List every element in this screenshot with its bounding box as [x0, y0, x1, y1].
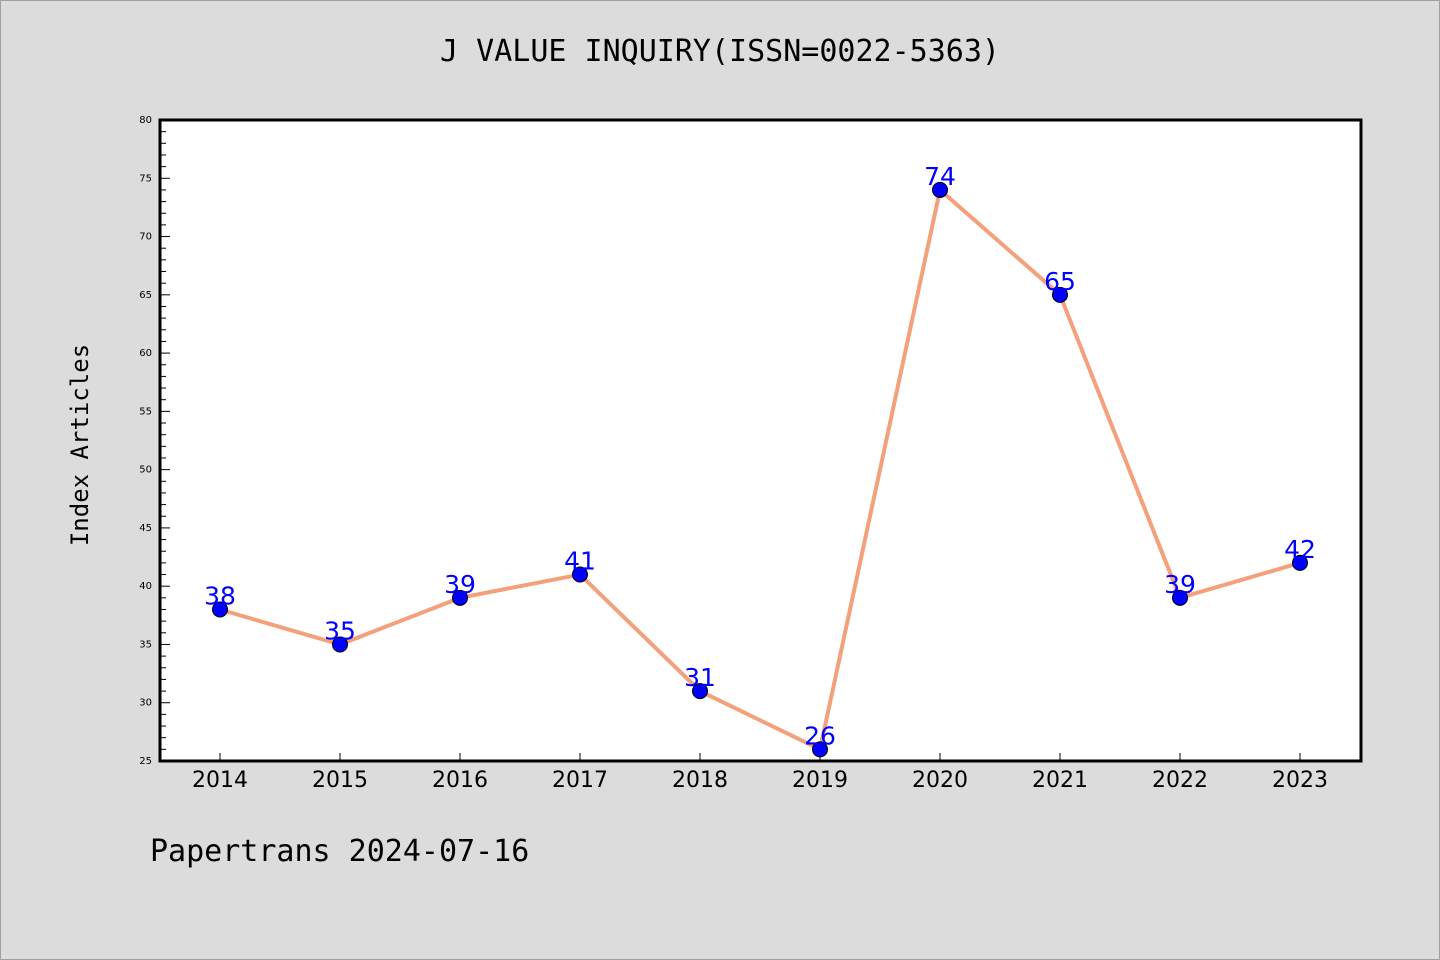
data-label: 31	[684, 663, 716, 692]
data-point	[452, 589, 468, 606]
data-label: 35	[324, 616, 356, 645]
y-tick-label: 55	[139, 406, 152, 417]
x-tick-label: 2018	[672, 768, 728, 793]
data-point	[932, 181, 948, 198]
footer-text: Papertrans 2024-07-16	[150, 834, 530, 869]
y-tick-label: 75	[139, 173, 152, 184]
x-tick-label: 2023	[1272, 768, 1328, 793]
data-point	[1172, 589, 1188, 606]
x-tick-label: 2021	[1032, 768, 1088, 793]
y-tick-label: 50	[139, 465, 152, 476]
data-label: 42	[1284, 535, 1316, 564]
plot-area	[158, 118, 1363, 763]
y-tick-label: 45	[139, 523, 152, 534]
data-label: 65	[1044, 267, 1076, 296]
y-tick-label: 30	[139, 698, 152, 709]
x-tick-label: 2022	[1152, 768, 1208, 793]
y-tick-label: 25	[139, 756, 152, 767]
x-tick-label: 2016	[432, 768, 488, 793]
x-tick-label: 2014	[192, 768, 248, 793]
data-point	[1052, 286, 1068, 303]
data-point	[332, 636, 348, 653]
y-tick-label: 65	[139, 290, 152, 301]
chart-title: J VALUE INQUIRY(ISSN=0022-5363)	[440, 34, 1000, 69]
data-label: 38	[204, 581, 236, 610]
data-point	[572, 566, 588, 583]
data-point	[212, 601, 228, 618]
x-tick-label: 2015	[312, 768, 368, 793]
y-tick-label: 80	[139, 115, 152, 126]
x-tick-label: 2020	[912, 768, 968, 793]
y-tick-label: 70	[139, 232, 152, 243]
data-point	[1292, 554, 1308, 571]
data-label: 41	[564, 547, 596, 576]
y-tick-label: 60	[139, 348, 152, 359]
series-line	[219, 187, 1301, 752]
data-point	[692, 683, 708, 700]
data-label: 39	[1164, 570, 1196, 599]
x-tick-label: 2017	[552, 768, 608, 793]
y-tick-label: 35	[139, 639, 152, 650]
data-point	[812, 741, 828, 758]
y-tick-label: 40	[139, 581, 152, 592]
data-label: 39	[444, 570, 476, 599]
x-tick-label: 2019	[792, 768, 848, 793]
data-label: 74	[924, 162, 956, 191]
data-label: 26	[804, 721, 836, 750]
